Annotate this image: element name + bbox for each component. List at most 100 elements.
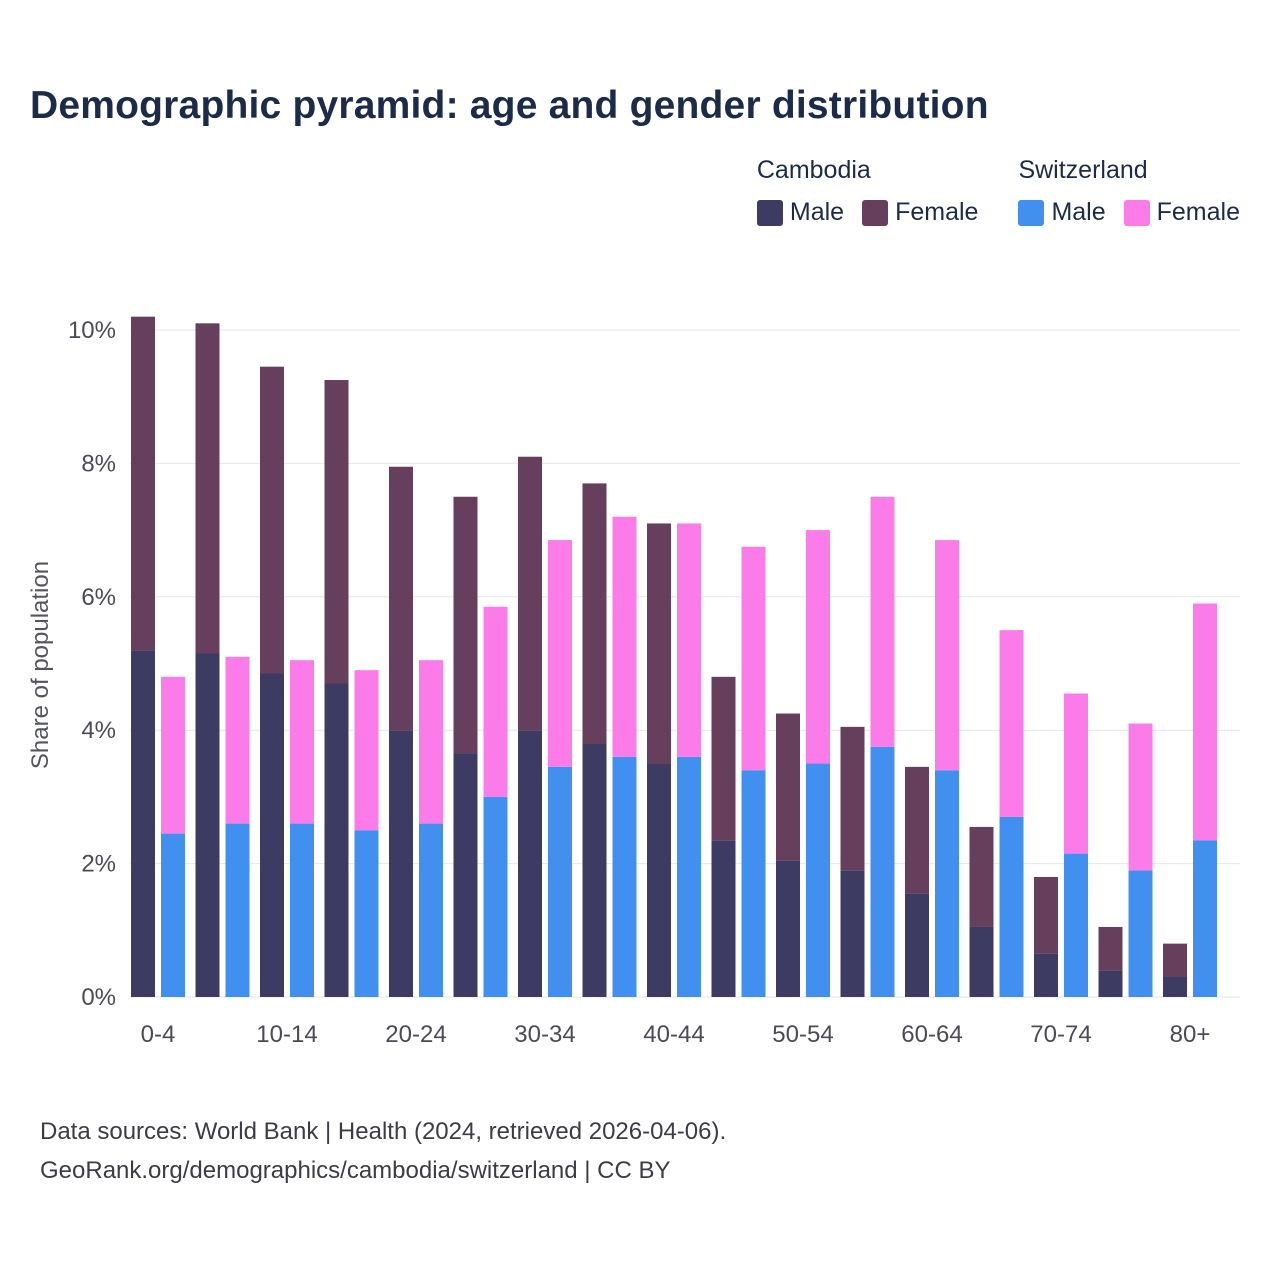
bar-cambodia-male-50-54[interactable] xyxy=(776,860,800,997)
legend-swatch-icon xyxy=(756,199,783,226)
bar-switzerland-male-0-4[interactable] xyxy=(161,833,185,997)
bar-cambodia-male-65-69[interactable] xyxy=(969,926,994,997)
legend-item-label: Female xyxy=(895,198,979,226)
bar-switzerland-male-50-54[interactable] xyxy=(806,763,830,997)
bar-switzerland-female-75-79[interactable] xyxy=(1128,723,1153,871)
legend-items: Male Female xyxy=(756,198,978,227)
legend-country-label: Cambodia xyxy=(756,156,871,184)
footer-attribution: GeoRank.org/demographics/cambodia/switze… xyxy=(40,1157,671,1184)
bar-cambodia-male-40-44[interactable] xyxy=(647,763,671,997)
bar-switzerland-male-10-14[interactable] xyxy=(290,823,314,997)
y-tick-label: 8% xyxy=(81,450,116,477)
bar-switzerland-male-65-69[interactable] xyxy=(999,816,1024,997)
bar-switzerland-female-25-29[interactable] xyxy=(483,606,508,797)
bar-cambodia-male-35-39[interactable] xyxy=(582,743,607,997)
bar-cambodia-female-35-39[interactable] xyxy=(582,483,607,744)
bar-cambodia-female-80+[interactable] xyxy=(1163,943,1187,977)
bar-switzerland-female-80+[interactable] xyxy=(1193,603,1217,841)
bar-switzerland-male-30-34[interactable] xyxy=(548,766,572,997)
bar-cambodia-female-5-9[interactable] xyxy=(195,323,220,654)
bar-switzerland-male-15-19[interactable] xyxy=(354,830,379,997)
bar-cambodia-female-55-59[interactable] xyxy=(840,726,865,871)
bar-switzerland-female-55-59[interactable] xyxy=(870,496,895,747)
bar-cambodia-male-55-59[interactable] xyxy=(840,870,865,997)
footer: Data sources: World Bank | Health (2024,… xyxy=(40,1112,726,1190)
bar-switzerland-female-70-74[interactable] xyxy=(1064,693,1088,854)
legend-items: Male Female xyxy=(1018,198,1240,227)
bar-cambodia-male-20-24[interactable] xyxy=(389,730,413,997)
bar-switzerland-male-45-49[interactable] xyxy=(741,770,766,997)
bar-switzerland-male-60-64[interactable] xyxy=(935,770,959,997)
bar-cambodia-male-30-34[interactable] xyxy=(518,730,542,997)
bar-switzerland-male-55-59[interactable] xyxy=(870,746,895,997)
bar-cambodia-female-65-69[interactable] xyxy=(969,826,994,927)
legend-group-switzerland: Switzerland Male Female xyxy=(1018,156,1240,227)
bar-cambodia-female-15-19[interactable] xyxy=(324,380,349,684)
bar-switzerland-male-80+[interactable] xyxy=(1193,840,1217,997)
bar-cambodia-male-10-14[interactable] xyxy=(260,673,284,997)
bar-cambodia-female-60-64[interactable] xyxy=(905,766,929,894)
bar-cambodia-female-45-49[interactable] xyxy=(711,676,736,841)
bar-switzerland-female-15-19[interactable] xyxy=(354,670,379,831)
y-tick-label: 6% xyxy=(81,584,116,611)
bar-cambodia-male-80+[interactable] xyxy=(1163,976,1187,997)
legend-item-switzerland-male[interactable]: Male xyxy=(1018,198,1106,227)
bar-switzerland-male-70-74[interactable] xyxy=(1064,853,1088,997)
bar-cambodia-female-20-24[interactable] xyxy=(389,466,413,731)
x-tick-label: 60-64 xyxy=(901,1021,962,1048)
legend-item-label: Male xyxy=(789,198,845,226)
bar-switzerland-female-60-64[interactable] xyxy=(935,540,959,771)
bar-switzerland-male-35-39[interactable] xyxy=(612,756,637,997)
bar-switzerland-male-40-44[interactable] xyxy=(677,756,701,997)
bar-cambodia-female-0-4[interactable] xyxy=(131,316,155,651)
x-tick-label: 20-24 xyxy=(385,1021,446,1048)
bar-switzerland-male-20-24[interactable] xyxy=(419,823,443,997)
legend-swatch-icon xyxy=(1018,199,1045,226)
bar-switzerland-female-5-9[interactable] xyxy=(225,656,250,824)
bar-cambodia-male-60-64[interactable] xyxy=(905,893,929,997)
legend-item-cambodia-female[interactable]: Female xyxy=(862,198,978,227)
bar-switzerland-female-30-34[interactable] xyxy=(548,540,572,767)
bar-switzerland-female-65-69[interactable] xyxy=(999,630,1024,817)
legend-country-label: Switzerland xyxy=(1018,156,1148,184)
bar-cambodia-female-25-29[interactable] xyxy=(453,496,478,754)
x-tick-label: 0-4 xyxy=(141,1021,176,1048)
bar-switzerland-female-35-39[interactable] xyxy=(612,516,637,757)
bar-cambodia-male-70-74[interactable] xyxy=(1034,953,1058,997)
bar-switzerland-female-10-14[interactable] xyxy=(290,660,314,824)
bar-switzerland-female-20-24[interactable] xyxy=(419,660,443,824)
x-tick-label: 70-74 xyxy=(1030,1021,1091,1048)
bar-switzerland-female-40-44[interactable] xyxy=(677,523,701,757)
bar-cambodia-female-75-79[interactable] xyxy=(1098,926,1123,971)
population-pyramid-chart: 0% 2% 4% 6% 8% 10% Share of population 0-4 10-14… xyxy=(0,270,1280,1080)
x-tick-label: 50-54 xyxy=(772,1021,833,1048)
bar-switzerland-female-0-4[interactable] xyxy=(161,676,185,834)
bar-cambodia-male-5-9[interactable] xyxy=(195,653,220,997)
y-tick-label: 10% xyxy=(68,317,116,344)
legend: Cambodia Male Female Switzerland Male xyxy=(756,156,1240,227)
bar-cambodia-male-0-4[interactable] xyxy=(131,650,155,997)
x-tick-label: 10-14 xyxy=(256,1021,317,1048)
legend-swatch-icon xyxy=(1123,199,1150,226)
bar-cambodia-female-50-54[interactable] xyxy=(776,713,800,861)
bar-switzerland-female-50-54[interactable] xyxy=(806,530,830,764)
bar-switzerland-male-75-79[interactable] xyxy=(1128,870,1153,997)
footer-sources: Data sources: World Bank | Health (2024,… xyxy=(40,1118,727,1145)
legend-item-cambodia-male[interactable]: Male xyxy=(756,198,845,227)
x-tick-label: 30-34 xyxy=(514,1021,575,1048)
bar-cambodia-male-45-49[interactable] xyxy=(711,840,736,997)
chart-canvas: 0% 2% 4% 6% 8% 10% Share of population 0-4 10-14… xyxy=(27,316,1240,1048)
bar-switzerland-male-5-9[interactable] xyxy=(225,823,250,997)
legend-item-switzerland-female[interactable]: Female xyxy=(1123,198,1240,227)
bar-switzerland-female-45-49[interactable] xyxy=(741,546,766,771)
bar-cambodia-female-70-74[interactable] xyxy=(1034,876,1058,954)
bar-cambodia-male-75-79[interactable] xyxy=(1098,970,1123,997)
bar-cambodia-male-15-19[interactable] xyxy=(324,683,349,997)
bar-cambodia-female-10-14[interactable] xyxy=(260,366,284,674)
bar-cambodia-male-25-29[interactable] xyxy=(453,753,478,997)
bar-switzerland-male-25-29[interactable] xyxy=(483,796,508,997)
bar-cambodia-female-30-34[interactable] xyxy=(518,456,542,731)
x-tick-label: 40-44 xyxy=(643,1021,704,1048)
bar-cambodia-female-40-44[interactable] xyxy=(647,523,671,764)
